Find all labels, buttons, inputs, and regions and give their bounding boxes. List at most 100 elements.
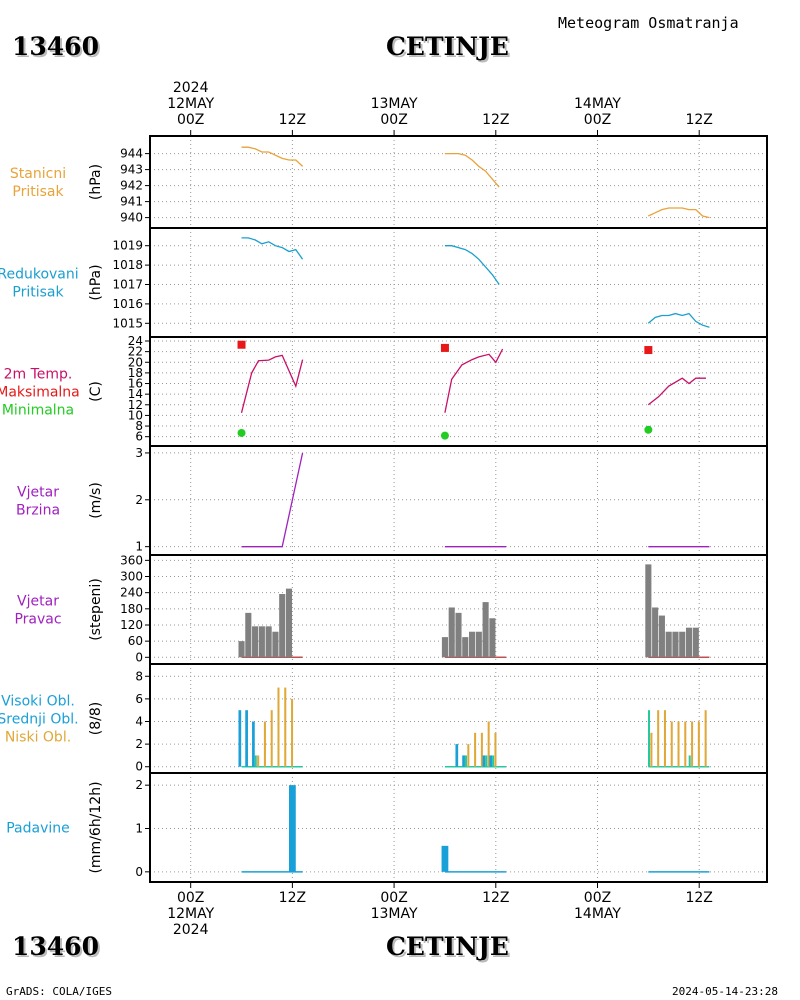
panel-precipitation (145, 772, 768, 883)
ytick-label: 16 (128, 377, 143, 391)
bar (665, 631, 672, 658)
min-temp-marker (644, 425, 653, 434)
ytick-label: 6 (135, 430, 143, 444)
cloud-bar-low (487, 721, 490, 767)
unit-label: (mm/6h/12h) (88, 781, 104, 873)
ytick-label: 2 (135, 493, 143, 507)
top-xtick-label: 12Z (482, 112, 509, 128)
bar (272, 631, 279, 658)
max-temp-marker (644, 346, 653, 355)
ytick-label: 300 (120, 570, 143, 584)
bar (469, 631, 476, 658)
bar (285, 588, 293, 658)
cloud-bar-mid (464, 755, 467, 767)
cloud-bar-low (474, 732, 477, 767)
series-line (444, 152, 500, 188)
series-line (647, 312, 710, 328)
panel-frame (149, 772, 768, 883)
ytick-label: 1 (135, 540, 143, 554)
series-line (444, 348, 504, 413)
ytick-label: 120 (120, 618, 143, 632)
cloud-bar-mid (254, 755, 257, 767)
ytick-label: 940 (120, 211, 143, 225)
panel-reduced_pressure (145, 227, 768, 338)
panel-label: Brzina (16, 503, 60, 519)
ytick-label: 943 (120, 163, 143, 177)
timestamp: 2024-05-14-23:28 (672, 985, 778, 998)
bottom-xtick-label: 00Z (584, 890, 611, 906)
cloud-bar-high (245, 710, 248, 767)
max-temp-marker (237, 340, 246, 349)
bar (265, 626, 272, 658)
bar (652, 607, 659, 658)
station-id-bottom: 13460 (12, 932, 99, 961)
bar (692, 627, 699, 658)
top-xtick-label: 00Z (584, 112, 611, 128)
cloud-bar-low (684, 721, 687, 767)
cloud-bar-low (677, 721, 680, 767)
series-line (241, 452, 304, 548)
bar (288, 785, 296, 872)
top-xtick-label: 00Z (177, 112, 204, 128)
top-xtick-label: 00Z (380, 112, 407, 128)
panel-label: 2m Temp. (4, 367, 73, 383)
series-line (240, 354, 304, 413)
panel-label: Niski Obl. (5, 730, 71, 746)
ytick-label: 24 (128, 334, 143, 348)
panel-label: Redukovani (0, 267, 79, 283)
unit-label: (stepeni) (88, 578, 104, 641)
panel-station_pressure (145, 135, 768, 229)
ytick-label: 22 (128, 345, 143, 359)
min-temp-marker (237, 428, 246, 437)
bar (489, 618, 496, 658)
cloud-bar-low (663, 710, 666, 767)
bar (252, 626, 259, 658)
bar (685, 627, 693, 658)
cloud-bar-low (657, 710, 660, 767)
cloud-bar-low (697, 721, 700, 767)
ytick-label: 12 (128, 398, 143, 412)
cloud-bar-low (670, 721, 673, 767)
max-temp-marker (440, 343, 449, 352)
ytick-label: 1018 (112, 258, 143, 272)
ytick-label: 18 (128, 366, 143, 380)
top-xtick-label: 12MAY (167, 96, 214, 112)
panel-frame (149, 663, 768, 774)
cloud-bar-low (291, 698, 294, 767)
panel-wind_speed (145, 445, 768, 556)
cloud-bar-mid (492, 755, 495, 767)
ytick-label: 360 (120, 553, 143, 567)
panel-frame (149, 445, 768, 556)
series-line (241, 237, 304, 260)
cloud-bar-low (704, 710, 707, 767)
cloud-bar-high (489, 755, 493, 767)
series-line (444, 245, 500, 285)
panel-wind_direction (145, 554, 768, 665)
cloud-bar-high (482, 755, 486, 767)
ytick-label: 1016 (112, 297, 143, 311)
bar (658, 615, 665, 658)
ytick-label: 60 (128, 634, 143, 648)
top-xtick-label: 12Z (279, 112, 306, 128)
bottom-xtick-label: 12MAY (167, 906, 214, 922)
ytick-label: 8 (135, 669, 143, 683)
series-line (241, 146, 304, 167)
unit-label: (hPa) (88, 164, 104, 200)
bar (245, 612, 252, 658)
bar (258, 626, 265, 658)
bar (279, 594, 286, 658)
cloud-bar-high (238, 710, 242, 767)
panel-label: Pritisak (12, 285, 64, 301)
ytick-label: 1 (135, 822, 143, 836)
meteogram-subtitle: Meteogram Osmatranja (558, 14, 739, 32)
ytick-label: 0 (135, 760, 143, 774)
top-xtick-label: 2024 (173, 80, 209, 96)
ytick-label: 1017 (112, 278, 143, 292)
bar (672, 631, 679, 658)
bottom-xtick-label: 12Z (482, 890, 509, 906)
ytick-label: 240 (120, 586, 143, 600)
bar (455, 612, 462, 658)
bottom-xtick-label: 13MAY (371, 906, 418, 922)
station-name-bottom: CETINJE (386, 932, 509, 961)
